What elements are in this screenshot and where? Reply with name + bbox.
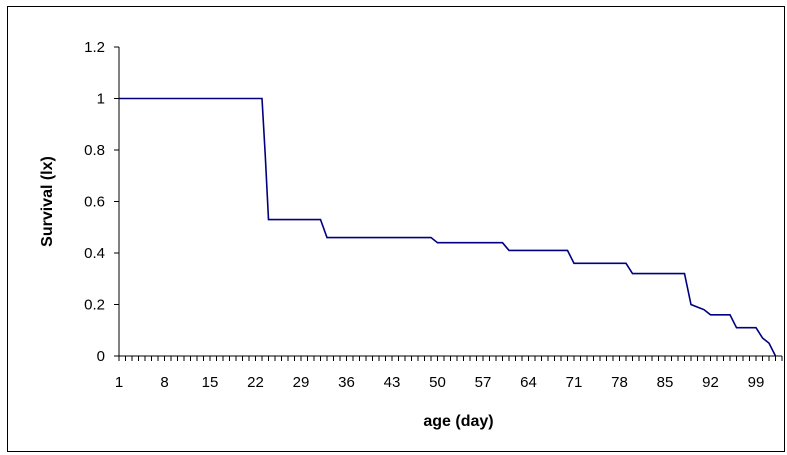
x-tick-label: 1 — [115, 374, 123, 391]
x-tick-label: 92 — [702, 374, 719, 391]
y-tick-label: 0 — [97, 348, 105, 365]
y-tick-label: 1.2 — [84, 39, 105, 56]
y-tick-label: 0.6 — [84, 194, 105, 211]
ticks — [114, 46, 783, 361]
x-tick-label: 50 — [429, 374, 446, 391]
x-tick-label: 99 — [748, 374, 765, 391]
x-tick-label: 85 — [657, 374, 674, 391]
y-tick-label: 1 — [97, 91, 105, 108]
x-tick-label: 78 — [611, 374, 628, 391]
x-tick-label: 57 — [475, 374, 492, 391]
x-tick-label: 15 — [202, 374, 219, 391]
tick-labels: 0 0.2 0.4 0.6 0.8 1 1.2 1 8 15 22 29 36 43 50 57 64 71 78 8… — [84, 39, 764, 391]
y-tick-label: 0.8 — [84, 142, 105, 159]
x-tick-label: 43 — [384, 374, 401, 391]
series — [119, 97, 777, 357]
x-tick-label: 64 — [520, 374, 537, 391]
x-tick-label: 8 — [160, 374, 168, 391]
series-line — [119, 97, 777, 357]
y-tick-label: 0.2 — [84, 297, 105, 314]
y-axis-title: Survival (lx) — [39, 156, 56, 247]
y-tick-label: 0.4 — [84, 245, 105, 262]
x-tick-label: 29 — [293, 374, 310, 391]
x-axis-title: age (day) — [423, 413, 493, 430]
chart-frame — [7, 6, 785, 452]
x-tick-label: 22 — [247, 374, 264, 391]
x-tick-label: 36 — [338, 374, 355, 391]
x-tick-label: 71 — [566, 374, 583, 391]
axes — [118, 47, 782, 357]
